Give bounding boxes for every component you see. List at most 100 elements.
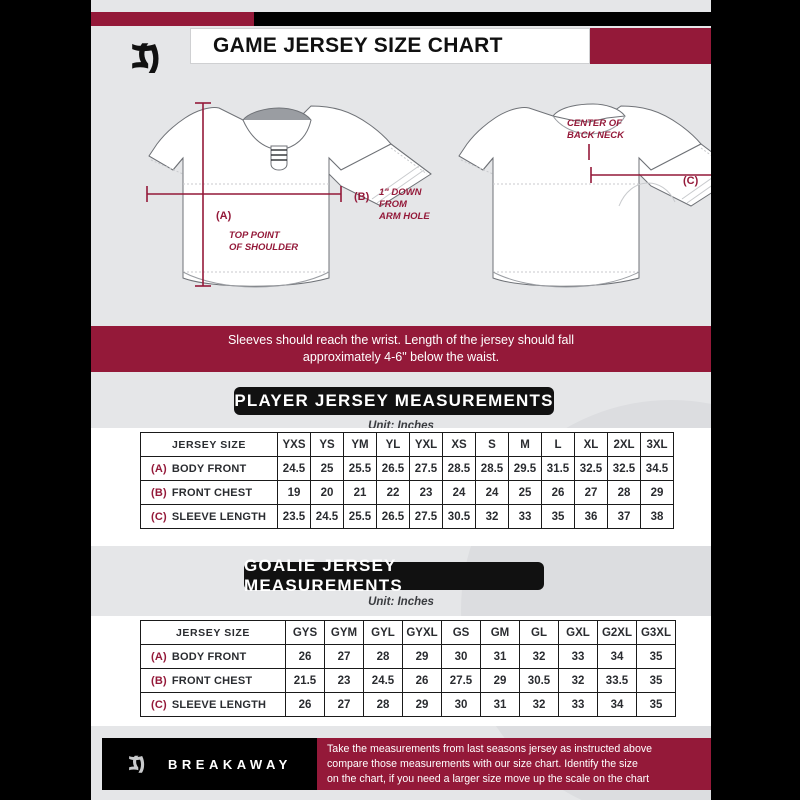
measurement-tag: (B) [151,486,167,499]
table-header-row: JERSEY SIZE GYS GYM GYL GYXL GS GM GL GXL G2XL G3X… [140,620,676,645]
size-column-header: GL [519,620,559,645]
instruction-banner: Sleeves should reach the wrist. Length o… [91,326,711,372]
page-title-box: GAME JERSEY SIZE CHART [190,28,590,64]
measurement-cell: 33 [508,504,542,529]
measurement-cell: 35 [541,504,575,529]
size-column-header: L [541,432,575,457]
top-strip-maroon-accent [91,12,254,26]
measurement-cell: 26 [541,480,575,505]
size-column-header: M [508,432,542,457]
back-marker-c: (C) [683,175,699,187]
size-column-header: YM [343,432,377,457]
table-header-row: JERSEY SIZE YXS YS YM YL YXL XS S M L XL 2XL 3XL [140,432,674,457]
front-marker-a: (A) [216,210,232,222]
jersey-diagram: (A) TOP POINT OF SHOULDER (B) 1" DOWN FR… [91,66,711,318]
front-label-a-line2: OF SHOULDER [229,242,298,253]
measurement-cell: 25.5 [343,504,377,529]
measurement-cell: 32 [558,668,598,693]
page-title: GAME JERSEY SIZE CHART [213,34,503,57]
size-column-header: XS [442,432,476,457]
measurement-cell: 21.5 [285,668,325,693]
measurement-cell: 27 [324,692,364,717]
size-column-header: GYS [285,620,325,645]
measurement-row-label: (C) SLEEVE LENGTH [140,692,286,717]
measurement-row-label: (B) FRONT CHEST [140,668,286,693]
breakaway-b-logo-icon: ᱏ [128,748,146,778]
measurement-cell: 32.5 [574,456,608,481]
size-column-header: GYL [363,620,403,645]
front-label-a-line1: TOP POINT [229,230,281,241]
measurement-cell: 26 [285,644,325,669]
measurement-cell: 28 [607,480,641,505]
measurement-cell: 33 [558,644,598,669]
measurement-cell: 35 [636,644,676,669]
measurement-cell: 30.5 [519,668,559,693]
size-column-header: 2XL [607,432,641,457]
header-maroon-block [590,28,711,64]
top-strip [91,12,711,26]
footer-line-3: on the chart, if you need a larger size … [327,772,650,785]
measurement-cell: 35 [636,692,676,717]
measurement-row-label: (B) FRONT CHEST [140,480,278,505]
size-column-header: S [475,432,509,457]
jersey-size-header: JERSEY SIZE [140,620,286,645]
size-column-header: YL [376,432,410,457]
measurement-cell: 20 [310,480,344,505]
size-column-header: GYM [324,620,364,645]
measurement-row-label: (A) BODY FRONT [140,456,278,481]
measurement-cell: 32.5 [607,456,641,481]
measurement-cell: 23 [324,668,364,693]
size-column-header: G2XL [597,620,637,645]
measurement-guides [146,102,711,287]
measurement-cell: 32 [519,644,559,669]
size-column-header: YS [310,432,344,457]
measurement-cell: 24 [475,480,509,505]
measurement-cell: 29 [480,668,520,693]
size-column-header: YXS [277,432,311,457]
player-section-title: PLAYER JERSEY MEASUREMENTS [234,387,554,415]
measurement-cell: 37 [607,504,641,529]
measurement-cell: 23.5 [277,504,311,529]
measurement-cell: 28 [363,692,403,717]
measurement-tag: (C) [151,698,167,711]
front-label-b-line1: 1" DOWN [379,187,423,198]
goalie-section-title: GOALIE JERSEY MEASUREMENTS [244,556,544,595]
footer-line-2: compare those measurements with our size… [327,757,638,770]
jersey-size-header: JERSEY SIZE [140,432,278,457]
measurement-cell: 28 [363,644,403,669]
back-label-c-line2: BACK NECK [567,130,625,141]
content-area: ᱏ GAME JERSEY SIZE CHART [91,0,711,800]
measurement-tag: (B) [151,674,167,687]
footer-instructions: Take the measurements from last seasons … [317,738,711,790]
measurement-cell: 33 [558,692,598,717]
measurement-cell: 33.5 [597,668,637,693]
page-header: ᱏ GAME JERSEY SIZE CHART [91,26,711,82]
measurement-cell: 26 [402,668,442,693]
measurement-cell: 21 [343,480,377,505]
front-label-b-line3: ARM HOLE [378,211,430,222]
table-row: (B) FRONT CHEST 21.5 23 24.5 26 27.5 29 30.5 32 33… [140,668,676,693]
measurement-cell: 26.5 [376,456,410,481]
measurement-cell: 28.5 [475,456,509,481]
footer-line-1: Take the measurements from last seasons … [327,742,653,755]
measurement-cell: 34.5 [640,456,674,481]
measurement-row-label: (C) SLEEVE LENGTH [140,504,278,529]
size-column-header: GM [480,620,520,645]
measurement-cell: 29.5 [508,456,542,481]
size-column-header: XL [574,432,608,457]
measurement-cell: 32 [519,692,559,717]
back-label-c-line1: CENTER OF [567,118,622,129]
measurement-cell: 27 [574,480,608,505]
player-measurements-table: JERSEY SIZE YXS YS YM YL YXL XS S M L XL 2XL 3XL (A)… [140,432,674,529]
measurement-cell: 26.5 [376,504,410,529]
measurement-cell: 30.5 [442,504,476,529]
measurement-tag: (A) [151,650,167,663]
measurement-tag: (A) [151,462,167,475]
measurement-cell: 22 [376,480,410,505]
measurement-cell: 29 [402,644,442,669]
table-row: (C) SLEEVE LENGTH 23.5 24.5 25.5 26.5 27.5 30.5… [140,504,674,529]
breakaway-b-logo-icon: ᱏ [130,30,162,82]
measurement-cell: 24.5 [363,668,403,693]
measurement-cell: 31 [480,644,520,669]
